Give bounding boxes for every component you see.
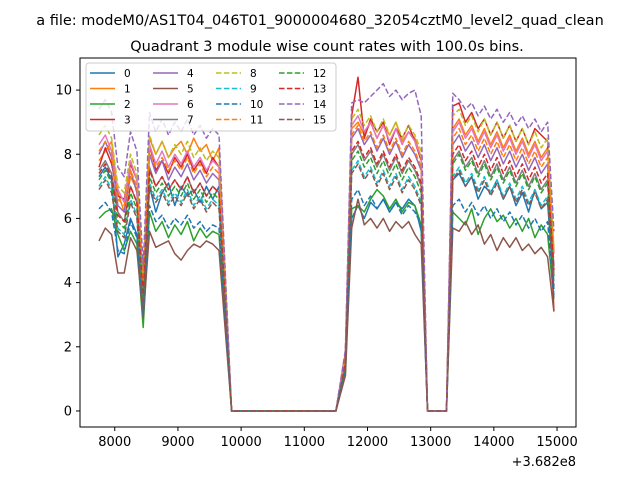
series-line-9 xyxy=(98,159,555,412)
x-tick-label: 8000 xyxy=(98,435,131,450)
legend-label-2: 2 xyxy=(124,99,131,111)
x-tick-label: 12000 xyxy=(347,435,388,450)
series-line-11 xyxy=(98,124,555,412)
y-tick-label: 4 xyxy=(64,276,72,291)
legend-label-0: 0 xyxy=(124,68,131,80)
legend-label-4: 4 xyxy=(187,68,194,80)
series-layer xyxy=(98,76,555,412)
y-tick-label: 10 xyxy=(55,84,72,99)
series-line-15 xyxy=(98,163,555,412)
x-tick-label: 13000 xyxy=(410,435,451,450)
x-tick-label: 14000 xyxy=(473,435,514,450)
y-tick-label: 6 xyxy=(64,212,72,227)
legend-label-12: 12 xyxy=(313,68,326,80)
legend-label-8: 8 xyxy=(250,68,257,80)
y-tick-label: 0 xyxy=(64,404,72,419)
x-tick-label: 9000 xyxy=(161,435,194,450)
series-line-2 xyxy=(98,188,555,412)
legend-label-6: 6 xyxy=(187,99,194,111)
legend-label-7: 7 xyxy=(187,115,194,127)
figure-suptitle: a file: modeM0/AS1T04_046T01_9000004680_… xyxy=(36,13,604,29)
y-tick-label: 2 xyxy=(64,340,72,355)
axes-frame xyxy=(79,57,577,428)
series-line-13 xyxy=(98,140,555,412)
legend-label-14: 14 xyxy=(313,99,327,111)
legend-box xyxy=(85,62,337,132)
series-line-12 xyxy=(98,150,555,412)
legend-label-5: 5 xyxy=(187,84,194,96)
legend-label-3: 3 xyxy=(124,115,131,127)
legend-label-11: 11 xyxy=(250,115,263,127)
legend-label-9: 9 xyxy=(250,84,257,96)
x-axis: 8000 9000 10000 11000 12000 13000 14000 15000 xyxy=(98,427,578,450)
x-offset-label: +3.682e8 xyxy=(512,455,576,470)
series-line-8 xyxy=(98,108,555,412)
series-line-4 xyxy=(98,127,555,412)
series-line-10 xyxy=(98,188,555,412)
legend-label-13: 13 xyxy=(313,84,326,96)
legend-label-1: 1 xyxy=(124,84,131,96)
legend-label-15: 15 xyxy=(313,115,326,127)
chart-title: Quadrant 3 module wise count rates with … xyxy=(130,39,524,55)
x-tick-label: 15000 xyxy=(536,435,577,450)
y-tick-label: 8 xyxy=(64,148,72,163)
series-line-6 xyxy=(98,115,555,412)
legend-label-10: 10 xyxy=(250,99,263,111)
series-line-5 xyxy=(98,198,555,412)
x-tick-label: 10000 xyxy=(220,435,261,450)
x-tick-label: 11000 xyxy=(284,435,325,450)
y-axis: 0 2 4 6 8 10 xyxy=(55,84,80,419)
series-line-3 xyxy=(98,76,555,412)
